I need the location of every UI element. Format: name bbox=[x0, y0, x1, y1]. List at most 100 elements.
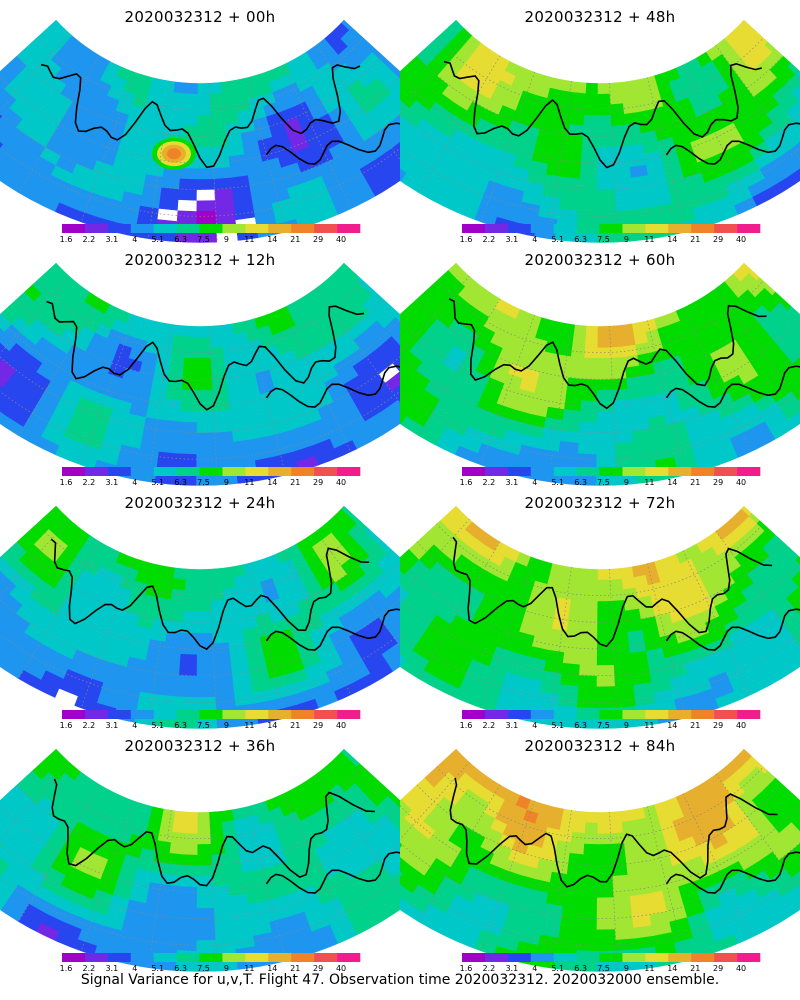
field-cell bbox=[196, 675, 216, 687]
longitude-line bbox=[315, 44, 400, 175]
field-cell bbox=[196, 896, 215, 909]
field-cell bbox=[220, 322, 235, 336]
latitude-line bbox=[0, 352, 400, 460]
field-cell bbox=[561, 565, 576, 579]
field-cell bbox=[559, 89, 575, 103]
colorbar-swatch bbox=[245, 467, 269, 476]
field-cell bbox=[214, 430, 234, 444]
field-cell bbox=[581, 864, 598, 877]
field-cell bbox=[197, 368, 213, 380]
coast-line bbox=[452, 536, 773, 648]
field-cell bbox=[579, 167, 598, 180]
colorbar-swatch bbox=[553, 710, 577, 719]
longitude-line bbox=[80, 557, 135, 709]
field-cell bbox=[613, 652, 632, 665]
field-cell bbox=[197, 632, 214, 644]
latitude-line bbox=[416, 55, 784, 137]
colorbar-swatch bbox=[622, 953, 646, 962]
field-cell bbox=[197, 114, 212, 126]
field-cell bbox=[597, 146, 614, 158]
variance-field bbox=[400, 19, 800, 243]
latitude-line bbox=[400, 334, 800, 434]
field-cell bbox=[212, 641, 231, 655]
colorbar-tick-label: 3.1 bbox=[105, 235, 118, 244]
colorbar-swatch bbox=[553, 467, 577, 476]
field-cell bbox=[184, 578, 199, 591]
field-cell bbox=[209, 578, 224, 591]
field-cell bbox=[166, 863, 184, 876]
field-cell bbox=[609, 92, 624, 105]
colorbar-swatch bbox=[484, 467, 509, 476]
field-cell bbox=[160, 915, 180, 929]
field-cell bbox=[179, 167, 198, 180]
graticule bbox=[0, 518, 400, 729]
field-cell bbox=[559, 332, 575, 346]
colorbar-tick-label: 1.6 bbox=[460, 478, 473, 487]
field-cell bbox=[583, 357, 599, 369]
field-cell bbox=[209, 324, 223, 337]
field-cell bbox=[597, 82, 611, 94]
field-cell bbox=[582, 853, 598, 866]
field-cell bbox=[161, 419, 181, 433]
field-cell bbox=[197, 378, 213, 391]
colorbar-tick-label: 5.1 bbox=[151, 964, 164, 973]
colorbar-swatch bbox=[599, 710, 623, 719]
field-cell bbox=[573, 81, 588, 94]
field-cell bbox=[572, 820, 587, 834]
colorbar-tick-label: 6.3 bbox=[574, 721, 587, 730]
field-cell bbox=[560, 429, 580, 443]
variance-field bbox=[400, 505, 800, 729]
field-cell bbox=[558, 197, 579, 211]
longitude-line bbox=[480, 314, 535, 466]
field-cell bbox=[614, 684, 635, 697]
field-cell bbox=[614, 673, 634, 687]
longitude-line bbox=[646, 563, 687, 719]
panel-title: 2020032312 + 48h bbox=[524, 8, 676, 26]
longitude-line bbox=[418, 541, 501, 680]
field-cell bbox=[214, 187, 234, 201]
coast-line bbox=[51, 778, 375, 887]
colorbar-tick-label: 9 bbox=[624, 721, 629, 730]
colorbar-swatch bbox=[84, 467, 109, 476]
field-cell bbox=[211, 609, 227, 623]
field-cell bbox=[196, 189, 216, 201]
field-cell bbox=[197, 568, 211, 580]
colorbar-tick-label: 11 bbox=[644, 478, 654, 487]
field-cell bbox=[173, 81, 188, 94]
colorbar-tick-label: 6.3 bbox=[174, 478, 187, 487]
colorbar-swatch bbox=[507, 467, 532, 476]
field-cell bbox=[583, 600, 599, 612]
colorbar-swatch bbox=[62, 224, 86, 233]
colorbar-swatch bbox=[462, 710, 486, 719]
colorbar: 1.6 2.2 3.1 4 5.1 6.3 7.5 9 11 14 21 29 40 bbox=[60, 224, 361, 244]
variance-field bbox=[0, 748, 400, 972]
field-cell bbox=[596, 653, 615, 666]
field-cell bbox=[197, 811, 211, 823]
colorbar-tick-label: 6.3 bbox=[574, 478, 587, 487]
colorbar-tick-label: 21 bbox=[290, 235, 300, 244]
colorbar-swatch bbox=[645, 467, 669, 476]
colorbar-swatch bbox=[507, 710, 532, 719]
coastline bbox=[452, 536, 800, 651]
colorbar-tick-label: 21 bbox=[290, 478, 300, 487]
field-cell bbox=[209, 821, 224, 834]
field-cell bbox=[578, 917, 598, 930]
field-cell bbox=[597, 357, 612, 369]
field-cell bbox=[596, 432, 616, 444]
field-cell bbox=[185, 82, 199, 94]
field-cell bbox=[197, 389, 214, 401]
field-cell bbox=[613, 166, 632, 179]
colorbar-tick-label: 1.6 bbox=[460, 235, 473, 244]
field-cell bbox=[214, 916, 234, 930]
colorbar-tick-label: 7.5 bbox=[597, 721, 610, 730]
colorbar-swatch bbox=[84, 953, 109, 962]
field-cell bbox=[612, 874, 630, 887]
field-cell bbox=[210, 356, 226, 369]
field-cell bbox=[570, 831, 586, 844]
colorbar-tick-label: 1.6 bbox=[60, 478, 73, 487]
field-cell bbox=[558, 926, 579, 940]
field-cell bbox=[609, 810, 623, 823]
latitude-line bbox=[16, 541, 384, 623]
field-cell bbox=[562, 408, 582, 422]
